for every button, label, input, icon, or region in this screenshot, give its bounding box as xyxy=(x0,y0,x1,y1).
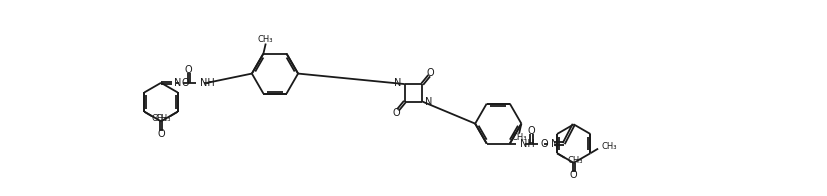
Text: O: O xyxy=(181,78,189,88)
Text: CH₃: CH₃ xyxy=(567,156,583,165)
Text: N: N xyxy=(394,78,401,88)
Text: N: N xyxy=(425,97,433,107)
Text: NH: NH xyxy=(519,139,534,149)
Text: N: N xyxy=(551,139,558,149)
Text: O: O xyxy=(157,129,165,139)
Text: O: O xyxy=(427,68,434,78)
Text: CH₃: CH₃ xyxy=(600,142,616,151)
Text: N: N xyxy=(174,78,181,88)
Text: CH₃: CH₃ xyxy=(511,133,526,142)
Text: NH: NH xyxy=(199,78,214,88)
Text: CH₃: CH₃ xyxy=(155,114,170,123)
Text: O: O xyxy=(540,139,547,149)
Text: CH₃: CH₃ xyxy=(258,35,273,44)
Text: O: O xyxy=(569,170,577,180)
Text: O: O xyxy=(527,125,534,136)
Text: O: O xyxy=(392,108,399,118)
Text: O: O xyxy=(184,65,193,75)
Text: CH₃: CH₃ xyxy=(151,114,167,123)
